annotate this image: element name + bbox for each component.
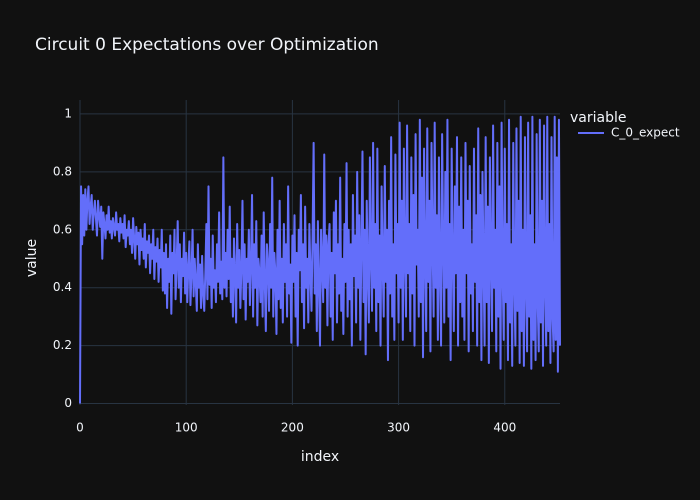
y-axis-label: value	[24, 239, 40, 277]
x-tick-label: 200	[281, 421, 304, 435]
y-tick-label: 0	[64, 396, 72, 410]
legend-label: C_0_expect	[611, 126, 680, 140]
y-tick-label: 0.6	[53, 222, 72, 236]
x-tick-label: 0	[76, 421, 84, 435]
y-tick-label: 1	[64, 106, 72, 120]
legend-title: variable	[570, 110, 626, 126]
x-tick-label: 300	[387, 421, 410, 435]
y-tick-label: 0.8	[53, 164, 72, 178]
x-tick-label: 400	[493, 421, 516, 435]
x-axis-label: index	[301, 449, 339, 465]
data-line	[79, 115, 561, 404]
y-tick-label: 0.2	[53, 338, 72, 352]
x-tick-label: 100	[175, 421, 198, 435]
y-tick-label: 0.4	[53, 280, 72, 294]
chart-title: Circuit 0 Expectations over Optimization	[35, 35, 379, 55]
